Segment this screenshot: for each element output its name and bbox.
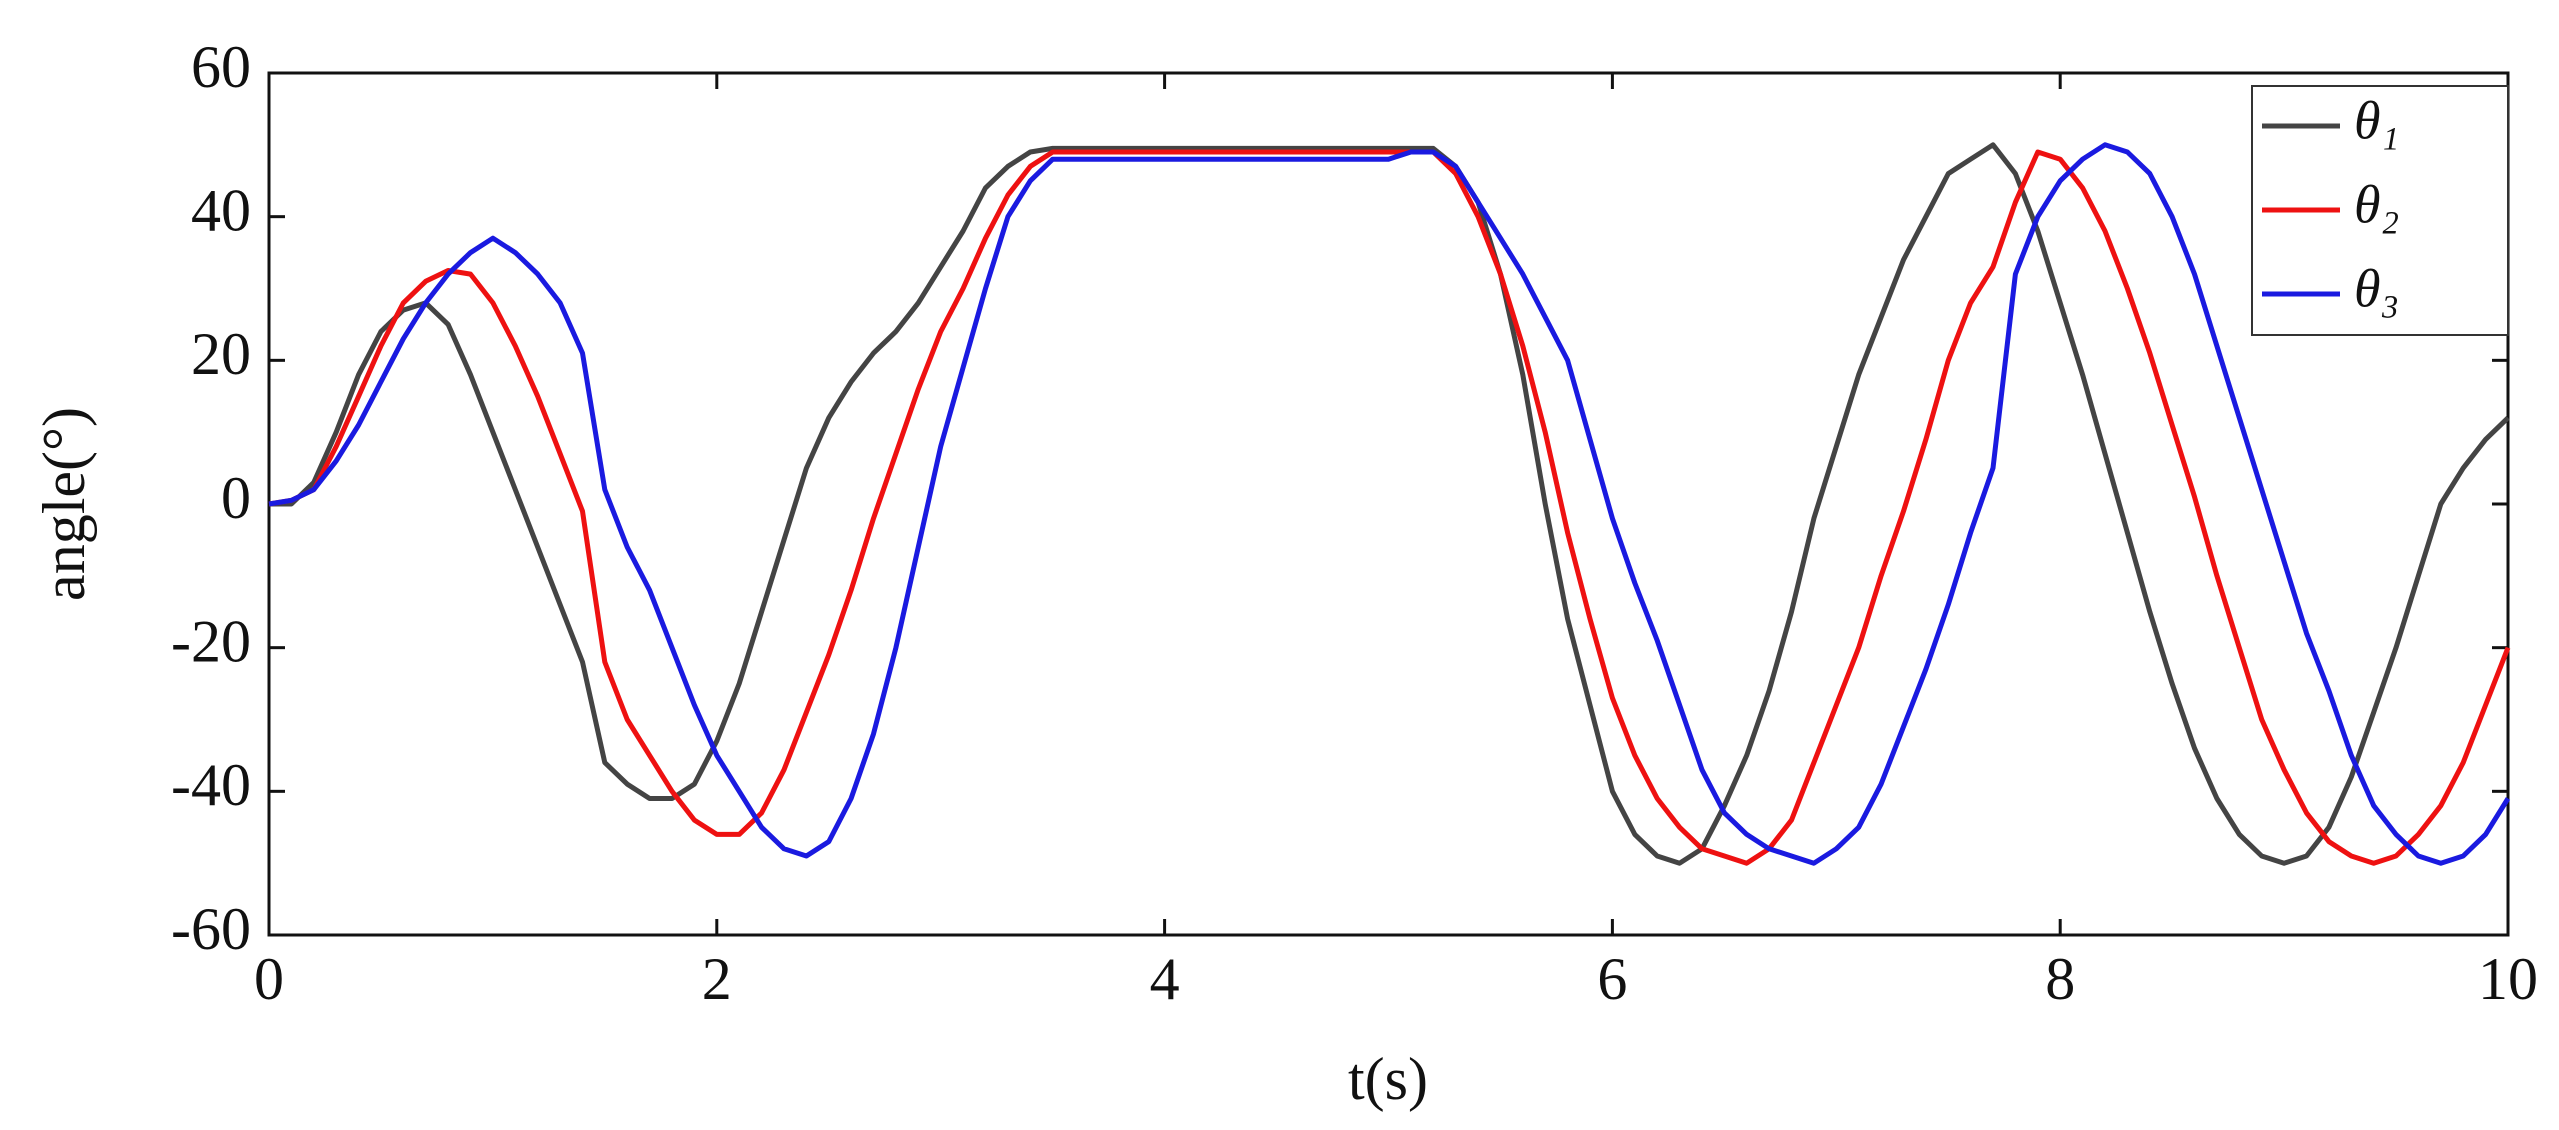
y-tick-label: -20 xyxy=(171,608,251,674)
y-tick-label: -40 xyxy=(171,752,251,818)
series-line xyxy=(268,142,2511,866)
x-tick-label: 4 xyxy=(1150,946,1180,1012)
y-axis-label: angle(°) xyxy=(31,407,97,601)
y-tick-label: 0 xyxy=(221,465,251,531)
y-tick-label: -60 xyxy=(171,896,251,962)
x-tick-label: 8 xyxy=(2045,946,2075,1012)
plot-frame xyxy=(267,71,2510,937)
x-tick-label: 10 xyxy=(2478,946,2538,1012)
x-axis-label: t(s) xyxy=(1348,1046,1428,1112)
series-line xyxy=(268,149,2511,866)
legend-label: θ₂ xyxy=(2354,174,2399,234)
y-tick-label: 60 xyxy=(191,34,251,100)
x-tick-label: 6 xyxy=(1597,946,1627,1012)
y-tick-label: 40 xyxy=(191,177,251,243)
x-tick-label: 0 xyxy=(254,946,284,1012)
legend-label: θ₃ xyxy=(2354,258,2399,318)
legend-label: θ₁ xyxy=(2354,90,2399,150)
series-line xyxy=(269,142,2510,866)
x-tick-label: 2 xyxy=(702,946,732,1012)
y-tick-label: 20 xyxy=(191,321,251,387)
